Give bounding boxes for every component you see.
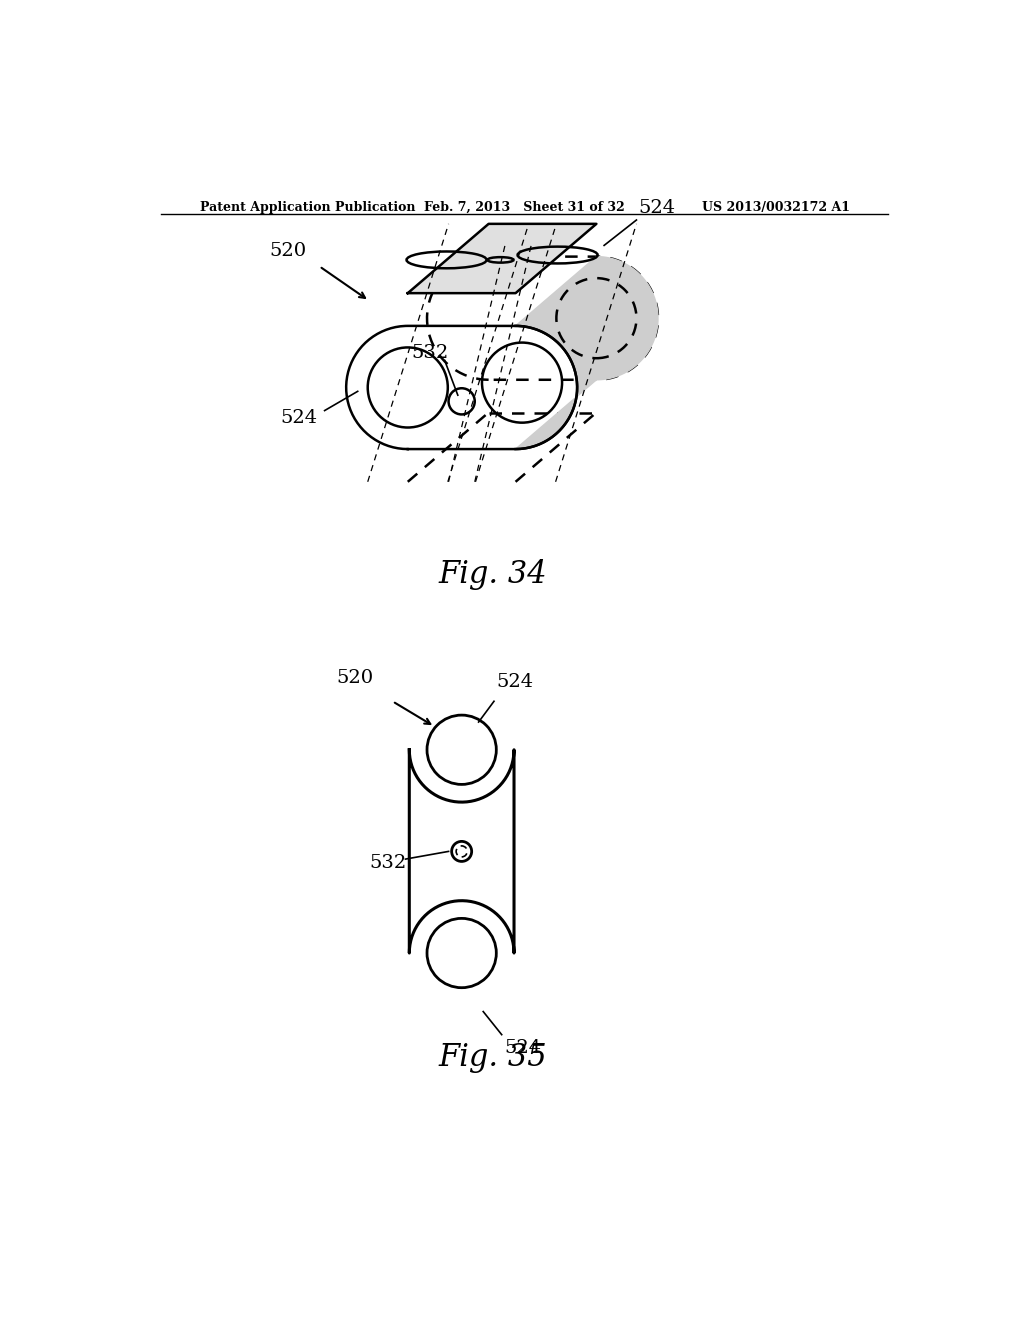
- Text: Feb. 7, 2013   Sheet 31 of 32: Feb. 7, 2013 Sheet 31 of 32: [424, 201, 626, 214]
- Text: 524: 524: [281, 409, 317, 428]
- Text: 524: 524: [504, 1039, 541, 1057]
- Text: Fig. 35: Fig. 35: [438, 1043, 547, 1073]
- Text: 532: 532: [370, 854, 407, 873]
- Polygon shape: [408, 224, 596, 293]
- Polygon shape: [515, 256, 658, 449]
- Text: 524: 524: [497, 673, 534, 690]
- Text: Patent Application Publication: Patent Application Publication: [200, 201, 416, 214]
- Text: 532: 532: [412, 343, 449, 362]
- Text: US 2013/0032172 A1: US 2013/0032172 A1: [701, 201, 850, 214]
- Text: 520: 520: [270, 242, 307, 260]
- Text: 520: 520: [337, 669, 374, 688]
- Text: Fig. 34: Fig. 34: [438, 558, 547, 590]
- Text: 524: 524: [639, 199, 676, 218]
